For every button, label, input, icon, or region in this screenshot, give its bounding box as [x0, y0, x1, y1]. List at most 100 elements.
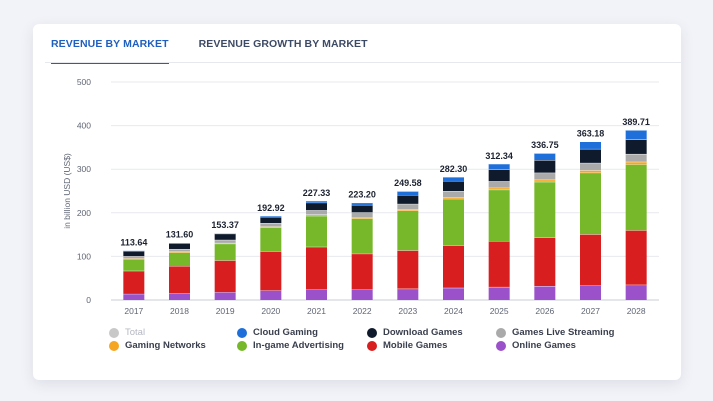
x-tick-label: 2020 — [261, 306, 280, 316]
bar-segment — [260, 251, 282, 291]
legend-dot-icon — [109, 340, 119, 351]
bar-segment — [443, 287, 464, 300]
bar-total-label: 312.34 — [485, 151, 513, 161]
bar-segment — [488, 241, 510, 287]
bar-segment — [169, 252, 190, 266]
y-tick-label: 500 — [77, 77, 91, 87]
bar-segment — [306, 202, 327, 211]
chart-card: REVENUE BY MARKET REVENUE GROWTH BY MARK… — [33, 24, 681, 380]
bar-segment — [534, 153, 556, 161]
bar-segment — [534, 172, 556, 180]
bar-segment — [580, 172, 601, 235]
y-tick-label: 100 — [77, 251, 91, 261]
bar-segment — [306, 289, 327, 300]
bar-segment — [580, 148, 601, 163]
bar-segment — [214, 243, 236, 261]
chart-legend: Total Cloud Gaming Download Games Games Liv… — [109, 327, 636, 351]
bar-segment — [214, 233, 236, 240]
legend-dot-icon — [237, 327, 247, 338]
legend-item[interactable]: In-game Advertising — [237, 340, 367, 351]
bar-segment — [123, 259, 145, 271]
legend-item[interactable]: Cloud Gaming — [237, 327, 367, 338]
bar-segment — [169, 243, 190, 249]
bar-segment — [351, 217, 373, 219]
bar-segment — [397, 210, 419, 251]
bar-segment — [306, 210, 327, 215]
tab-divider — [45, 62, 681, 63]
bar-segment — [488, 286, 510, 300]
legend-item[interactable]: Mobile Games — [367, 340, 496, 351]
legend-dot-icon — [367, 340, 377, 351]
legend-item[interactable]: Download Games — [367, 327, 496, 338]
bar-segment — [488, 187, 510, 190]
bar-segment — [260, 227, 282, 252]
bar-segment — [397, 195, 419, 204]
y-tick-label: 200 — [77, 208, 91, 218]
stacked-bar-chart: 0 100 200 300 400 500 in billion USD (US$) 113.… — [62, 77, 659, 316]
bar-segment — [397, 191, 419, 196]
bar-segment — [625, 164, 647, 231]
bar-segment — [625, 139, 647, 154]
bar-segment — [488, 181, 510, 188]
legend-item[interactable]: Total — [109, 327, 237, 338]
bar-total-label: 363.18 — [577, 129, 605, 139]
x-tick-label: 2025 — [490, 306, 509, 316]
bar-segment — [351, 202, 373, 205]
bar-segment — [169, 251, 190, 253]
legend-label: Total — [125, 327, 146, 338]
bar-segment — [397, 209, 419, 211]
tab-revenue-by-market[interactable]: REVENUE BY MARKET — [51, 38, 169, 64]
bar-segment — [169, 293, 190, 300]
bar-segment — [214, 242, 236, 244]
bar-segment — [214, 239, 236, 243]
bar-segment — [625, 130, 647, 140]
x-tick-label: 2023 — [398, 306, 417, 316]
bar-segment — [260, 215, 282, 217]
bar-segment — [488, 163, 510, 170]
bar-segment — [534, 237, 556, 287]
bar-segment — [351, 212, 373, 218]
bar-total-label: 389.71 — [622, 117, 650, 127]
x-tick-label: 2018 — [170, 306, 189, 316]
bar-segment — [580, 170, 601, 173]
tab-revenue-growth-by-market[interactable]: REVENUE GROWTH BY MARKET — [198, 38, 368, 50]
bar-segment — [306, 214, 327, 216]
bar-segment — [397, 288, 419, 300]
bar-segment — [123, 270, 145, 294]
bar-segment — [488, 169, 510, 182]
bar-segment — [443, 197, 464, 199]
legend-dot-icon — [496, 327, 506, 338]
bar-total-label: 153.37 — [211, 220, 239, 230]
bar-segment — [123, 250, 145, 257]
bar-segment — [306, 215, 327, 247]
x-tick-label: 2021 — [307, 306, 326, 316]
y-tick-label: 0 — [86, 295, 91, 305]
bar-total-label: 223.20 — [348, 190, 376, 200]
x-tick-label: 2027 — [581, 306, 600, 316]
legend-dot-icon — [496, 340, 506, 351]
legend-label: Gaming Networks — [125, 340, 206, 351]
bar-segment — [625, 230, 647, 285]
bar-segment — [260, 216, 282, 224]
bar-segment — [625, 161, 647, 165]
legend-item[interactable]: Gaming Networks — [109, 340, 237, 351]
x-tick-label: 2028 — [627, 306, 646, 316]
bar-total-label: 227.33 — [303, 188, 331, 198]
x-tick-label: 2024 — [444, 306, 463, 316]
legend-label: In-game Advertising — [253, 340, 344, 351]
legend-item[interactable]: Games Live Streaming — [496, 327, 636, 338]
legend-label: Mobile Games — [383, 340, 448, 351]
bar-total-label: 192.92 — [257, 203, 285, 213]
bar-segment — [306, 246, 327, 290]
legend-item[interactable]: Online Games — [496, 340, 636, 351]
bar-segment — [534, 181, 556, 238]
bar-total-label: 113.64 — [120, 237, 147, 247]
bar-total-label: 336.75 — [531, 140, 559, 150]
bar-segment — [123, 256, 145, 259]
legend-dot-icon — [109, 327, 119, 338]
bar-segment — [214, 292, 236, 300]
bar-total-label: 131.60 — [166, 230, 194, 240]
bar-segment — [306, 200, 327, 203]
bar-segment — [443, 198, 464, 246]
bar-total-label: 282.30 — [440, 164, 468, 174]
